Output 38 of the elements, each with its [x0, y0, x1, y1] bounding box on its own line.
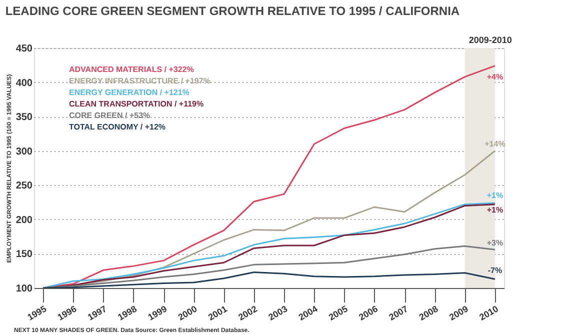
annotation: +3% [486, 238, 504, 248]
text: TOTAL ECONOMY / +12% [69, 122, 166, 132]
annotation: +14% [484, 140, 506, 149]
x-tick-label: 1996 [56, 304, 78, 322]
x-tick-label: 2004 [296, 304, 320, 322]
y-tick-label: 250 [16, 180, 33, 192]
y-tick-label: 200 [16, 214, 33, 226]
x-tick-label: 2009 [447, 304, 470, 322]
annotation: +1% [486, 191, 504, 200]
x-tick-label: 1999 [146, 304, 169, 322]
x-tick-label: 1995 [26, 304, 48, 322]
y-tick-label: 300 [16, 146, 33, 158]
x-tick-label: 2010 [478, 304, 500, 322]
y-tick-label: 150 [16, 249, 33, 260]
text: ENERGY INFRASTRUCTURE / +197% [69, 76, 210, 86]
y-tick-label: 400 [16, 78, 33, 89]
annotation: +1% [486, 206, 504, 215]
y-tick-label: 450 [16, 44, 33, 54]
band-label: 2009-2010 [468, 35, 512, 45]
y-tick-label: 350 [16, 112, 33, 124]
x-tick-label: 2003 [266, 304, 290, 322]
annotation: +4% [486, 72, 504, 82]
x-tick-label: 2005 [326, 304, 350, 322]
x-tick-label: 2000 [176, 304, 199, 322]
text: ENERGY GENERATION / +121% [69, 88, 190, 97]
annotation: -7% [488, 266, 502, 275]
x-tick-label: 1997 [86, 304, 108, 322]
x-tick-label: 2006 [357, 304, 380, 322]
y-tick-label: 100 [16, 284, 33, 294]
chart-title: LEADING CORE GREEN SEGMENT GROWTH RELATIVE TO 1995 / CALIFORNIA [5, 4, 460, 18]
text: ADVANCED MATERIALS / +322% [69, 65, 194, 74]
text: CLEAN TRANSPORTATION / +119% [69, 100, 204, 108]
x-tick-label: 1998 [116, 304, 138, 322]
x-tick-label: 2002 [236, 304, 259, 322]
x-tick-label: 2008 [417, 304, 440, 322]
x-tick-label: 2007 [387, 304, 410, 322]
text: CORE GREEN / +53% [69, 111, 150, 120]
x-tick-label: 2001 [206, 304, 229, 322]
